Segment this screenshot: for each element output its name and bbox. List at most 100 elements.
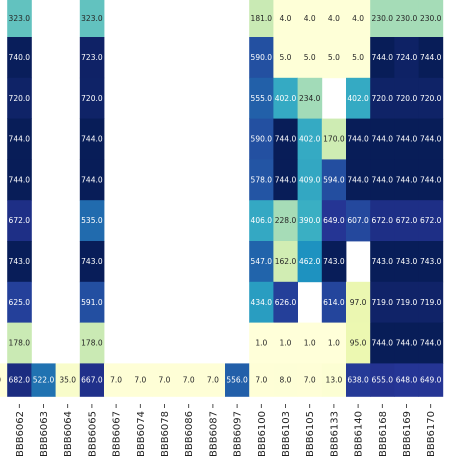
x-tick-label: BBB6074: [136, 411, 147, 457]
cell-value-label: 434.0: [251, 298, 273, 307]
heatmap-cell: [7, 322, 32, 364]
x-tick-label: BBB6064: [63, 411, 74, 457]
heatmap-cell: [370, 77, 395, 119]
heatmap-cell: [370, 37, 395, 79]
cell-value-label: 744.0: [372, 53, 394, 62]
heatmap-cell: [394, 241, 419, 283]
cell-value-label: 744.0: [396, 175, 418, 184]
heatmap-cell: [418, 363, 444, 397]
x-tick-label: BBB6170: [426, 411, 437, 457]
heatmap-cell: [79, 37, 105, 79]
x-tick-label: BBB6097: [233, 411, 244, 457]
heatmap-cell: [79, 281, 105, 323]
heatmap-cell: [346, 200, 371, 242]
heatmap-cell: [418, 241, 444, 283]
cell-value-label: 672.0: [372, 216, 394, 225]
x-tick-label: BBB6133: [329, 411, 340, 457]
cell-value-label: 590.0: [251, 135, 273, 144]
cell-value-label: 162.0: [275, 257, 297, 266]
heatmap-cell: [249, 200, 274, 242]
heatmap-cell: [31, 363, 56, 397]
heatmap-cell: [79, 363, 105, 397]
heatmap-cell: [7, 281, 32, 323]
heatmap-cell: [394, 281, 419, 323]
heatmap-cell: [346, 281, 371, 323]
heatmap-cell: [273, 281, 298, 323]
cell-value-label: 720.0: [420, 94, 442, 103]
heatmap-cell: [321, 322, 347, 364]
x-tick-label: BBB6087: [208, 411, 219, 457]
x-tick-label: BBB6086: [184, 411, 195, 457]
heatmap-cell: [418, 200, 444, 242]
cell-value-label: 744.0: [420, 339, 442, 348]
x-tick-label: BBB6103: [281, 411, 292, 457]
cell-value-label: 7.0: [134, 376, 146, 385]
heatmap-cell: [297, 0, 323, 38]
cell-value-label: 744.0: [275, 175, 297, 184]
cell-value-label: 719.0: [372, 298, 394, 307]
heatmap-cell: [249, 77, 274, 119]
heatmap-cell: [273, 322, 298, 364]
heatmap-cell: [7, 118, 32, 160]
cell-value-label: 97.0: [350, 298, 367, 307]
heatmap-cell: [297, 200, 323, 242]
cell-value-label: 1.0: [328, 339, 340, 348]
heatmap-cell: [7, 77, 32, 119]
heatmap-cell: [273, 37, 298, 79]
cell-value-label: 178.0: [81, 339, 103, 348]
heatmap-cell: [370, 0, 395, 38]
heatmap-cell: [273, 118, 298, 160]
cell-value-label: 655.0: [372, 376, 394, 385]
heatmap-cell: [321, 241, 347, 283]
x-tick-label: BBB6078: [160, 411, 171, 457]
cell-value-label: 522.0: [33, 376, 55, 385]
heatmap-cell: [321, 0, 347, 38]
heatmap-cell: [297, 118, 323, 160]
heatmap-cell: [346, 363, 371, 397]
heatmap-cell: [418, 281, 444, 323]
cell-value-label: 719.0: [396, 298, 418, 307]
cell-value-label: 5.0: [304, 53, 316, 62]
cell-value-label: 323.0: [9, 14, 31, 23]
cell-value-label: 230.0: [396, 14, 418, 23]
x-tick-label: BBB6169: [402, 411, 413, 457]
heatmap-cell: [249, 363, 274, 397]
cell-value-label: 7.0: [255, 376, 267, 385]
cell-value-label: 672.0: [9, 216, 31, 225]
cell-value-label: 402.0: [299, 135, 321, 144]
cell-value-label: 535.0: [81, 216, 103, 225]
cell-value-label: 178.0: [9, 339, 31, 348]
heatmap-cell: [273, 0, 298, 38]
cell-value-label: 724.0: [396, 53, 418, 62]
heatmap-cell: [346, 159, 371, 201]
heatmap-cell: [7, 363, 32, 397]
heatmap-cell: [273, 77, 298, 119]
cell-value-label: 743.0: [396, 257, 418, 266]
cell-value-label: 743.0: [323, 257, 345, 266]
heatmap-cell: [394, 118, 419, 160]
cell-value-label: 744.0: [347, 135, 369, 144]
cell-value-label: 744.0: [372, 339, 394, 348]
x-tick-label: BBB6063: [39, 411, 50, 457]
cell-value-label: 744.0: [81, 135, 103, 144]
heatmap-cell: [79, 159, 105, 201]
heatmap-cell: [0, 363, 8, 397]
heatmap-cell: [370, 281, 395, 323]
heatmap-cell: [394, 322, 419, 364]
cell-value-label: 625.0: [9, 298, 31, 307]
cell-value-label: 7.0: [207, 376, 219, 385]
cell-value-label: 1.0: [304, 339, 316, 348]
heatmap-cell: [104, 363, 129, 397]
heatmap-cell: [273, 200, 298, 242]
cell-value-label: 5.0: [328, 53, 340, 62]
cell-value-label: 181.0: [251, 14, 273, 23]
heatmap-cell: [394, 37, 419, 79]
heatmap-cell: [152, 363, 177, 397]
cell-value-label: 590.0: [251, 53, 273, 62]
heatmap-cell: [273, 241, 298, 283]
heatmap-cell: [297, 322, 323, 364]
heatmap-cell: [418, 0, 444, 38]
cell-value-label: 555.0: [251, 94, 273, 103]
cell-value-label: 228.0: [275, 216, 297, 225]
heatmap-cell: [394, 363, 419, 397]
